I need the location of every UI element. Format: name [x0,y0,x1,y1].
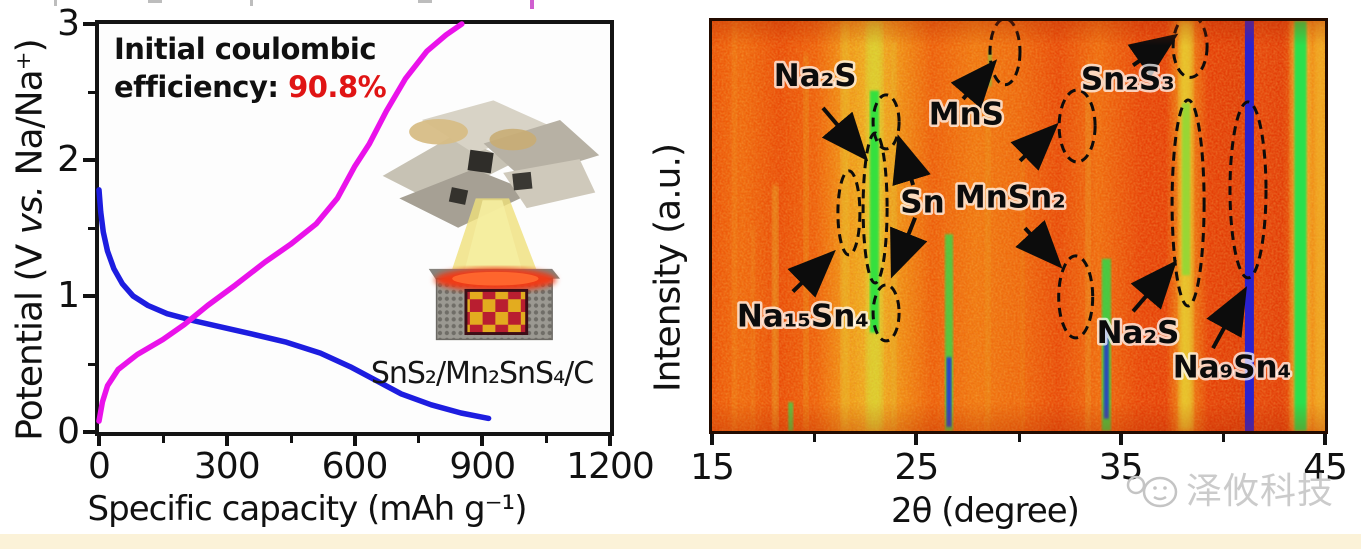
ice-line2: efficiency: 90.8% [114,68,387,106]
left-x-axis-title: Specific capacity (mAh g⁻¹) [87,489,528,529]
left-x-tick [608,436,612,446]
left-y-tick-label: 3 [57,3,80,44]
left-chart-curves [96,21,492,424]
crop-artifact [418,0,432,3]
left-x-tick-label: 300 [193,446,261,487]
xrd-heatmap: Na₂SMnSSnMnSn₂Sn₂S₃Na₁₅Sn₄Na₂SNa₉Sn₄ [712,21,1325,431]
left-y-tick [83,22,95,26]
right-x-tick [914,434,919,445]
left-x-tick [352,436,357,446]
watermark-mascot-icon [1126,475,1178,508]
left-x-minor-tick [161,436,165,443]
curve-1st-discharge [96,187,492,422]
left-x-tick [97,436,101,446]
right-x-tick [710,434,714,445]
left-x-tick [224,436,229,446]
left-y-axis-title: Potential (V vs. Na/Na⁺) [10,39,51,440]
nanosheets [382,100,600,228]
left-x-minor-tick [417,436,421,443]
mesh-cube [428,267,560,341]
sample-label: SnS₂/Mn₂SnS₄/C [370,356,594,391]
watermark-text: 泽攸科技 [1186,471,1335,512]
checkered-core [464,288,529,335]
left-x-minor-tick [289,436,293,443]
left-y-title-suffix: Na/Na⁺) [9,39,51,186]
ice-line1-text: Initial coulombic [114,32,377,66]
left-y-minor-tick [88,227,95,230]
left-x-minor-tick [545,436,549,443]
coulombic-efficiency-annotation: Initial coulombic efficiency: 90.8% [114,30,387,106]
left-y-minor-tick [88,91,95,94]
left-y-tick [83,158,95,162]
ice-line2-prefix: efficiency: [114,70,289,104]
crop-artifact [250,0,253,6]
left-x-tick-label: 1200 [566,446,655,487]
ice-value: 90.8% [288,70,387,104]
curve-1st-charge [96,21,465,424]
left-x-tick-label: 600 [321,446,389,487]
inset-illustration [382,100,600,341]
left-x-tick [480,436,485,446]
watermark: 泽攸科技 [1124,462,1334,514]
ice-line1: Initial coulombic [114,30,386,68]
left-x-tick-label: 0 [88,446,111,487]
right-x-tick [1118,434,1123,445]
left-y-title-italic: vs. [9,185,51,235]
left-x-tick-label: 900 [449,446,516,487]
left-y-tick [83,430,95,434]
right-x-tick-label: 25 [894,447,939,488]
crop-artifact [530,0,534,9]
left-y-title-prefix: Potential (V [9,234,51,441]
right-x-minor-tick [1221,434,1225,442]
heatmap-frame: Na₂SMnSSnMnSn₂Sn₂S₃Na₁₅Sn₄Na₂SNa₉Sn₄ [709,18,1328,434]
left-y-minor-tick [88,363,95,366]
crop-artifact [54,0,57,6]
bottom-band [0,534,1361,549]
right-x-tick-label: 15 [690,447,735,488]
right-y-axis-title: Intensity (a.u.) [647,144,689,392]
crop-artifact [148,0,162,3]
heatmap-vignette [712,21,1325,431]
right-x-axis-title: 2θ (degree) [891,491,1080,531]
right-x-tick [1323,434,1327,445]
left-y-tick [83,294,95,298]
right-x-minor-tick [813,434,817,442]
light-beam [450,198,539,275]
right-x-minor-tick [1017,434,1021,442]
